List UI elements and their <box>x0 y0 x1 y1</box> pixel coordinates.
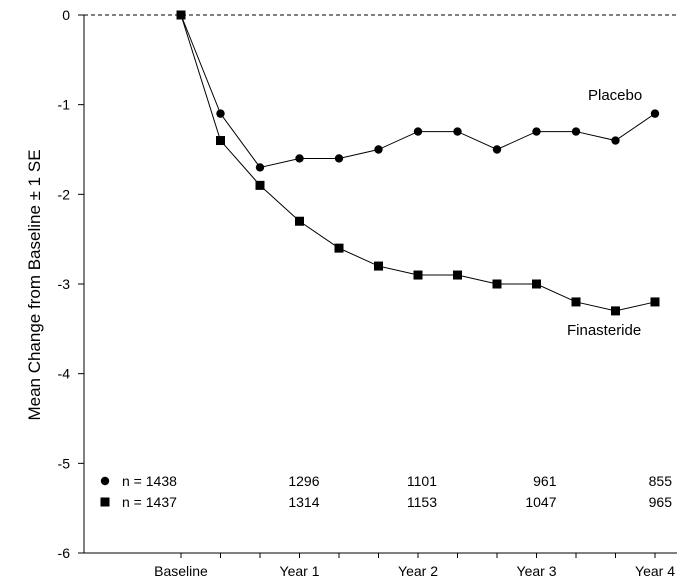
data-point-placebo <box>532 127 541 136</box>
x-tick-label: Baseline <box>154 563 208 579</box>
data-point-placebo <box>255 163 265 172</box>
data-point-finasteride <box>374 261 383 271</box>
y-tick-label: -5 <box>58 455 71 471</box>
n-count-legend-marker <box>100 476 110 486</box>
data-point-finasteride <box>334 243 344 253</box>
n-count-value: 1101 <box>407 473 437 489</box>
x-tick-label: Year 1 <box>280 563 320 579</box>
n-count-value: 855 <box>649 473 673 489</box>
data-point-placebo <box>650 109 660 118</box>
series-line-placebo <box>180 14 656 168</box>
n-count-label: n = 1437 <box>122 494 177 510</box>
data-point-finasteride <box>611 306 620 316</box>
data-point-placebo <box>374 145 383 154</box>
data-point-finasteride <box>176 10 186 20</box>
y-tick-label: -2 <box>58 186 71 202</box>
x-tick-label: Year 3 <box>517 563 557 579</box>
n-count-value: 1153 <box>407 494 437 510</box>
data-point-placebo <box>453 127 462 136</box>
data-point-finasteride <box>413 270 423 280</box>
data-point-finasteride <box>571 297 581 307</box>
y-axis-label: Mean Change from Baseline ± 1 SE <box>25 149 44 420</box>
n-count-value: 1314 <box>288 494 319 510</box>
data-point-finasteride <box>295 216 304 226</box>
data-point-placebo <box>413 127 423 136</box>
y-tick-label: -6 <box>58 545 71 561</box>
data-point-placebo <box>334 154 344 163</box>
data-point-finasteride <box>216 136 225 146</box>
x-tick-label: Year 2 <box>398 563 438 579</box>
y-tick-label: -3 <box>58 276 71 292</box>
x-tick-label: Year 4 <box>635 563 675 579</box>
series-label-placebo: Placebo <box>588 87 642 104</box>
series-line-finasteride <box>180 14 656 312</box>
n-count-value: 1296 <box>288 473 319 489</box>
data-point-finasteride <box>453 270 462 280</box>
y-tick-label: -1 <box>58 97 71 113</box>
n-count-label: n = 1438 <box>122 473 177 489</box>
n-count-legend-marker <box>100 497 110 507</box>
n-count-value: 965 <box>649 494 673 510</box>
data-point-placebo <box>492 145 502 154</box>
y-tick-label: -4 <box>58 366 71 382</box>
data-point-placebo <box>571 127 581 136</box>
data-point-finasteride <box>492 279 502 289</box>
n-count-value: 1047 <box>525 494 556 510</box>
data-point-placebo <box>611 136 620 145</box>
data-point-placebo <box>295 154 304 163</box>
y-tick-label: 0 <box>62 7 70 23</box>
data-point-finasteride <box>532 279 541 289</box>
series-label-finasteride: Finasteride <box>567 322 641 339</box>
n-count-value: 961 <box>533 473 557 489</box>
data-point-finasteride <box>650 297 660 307</box>
data-point-finasteride <box>255 180 265 190</box>
data-point-placebo <box>216 109 225 118</box>
